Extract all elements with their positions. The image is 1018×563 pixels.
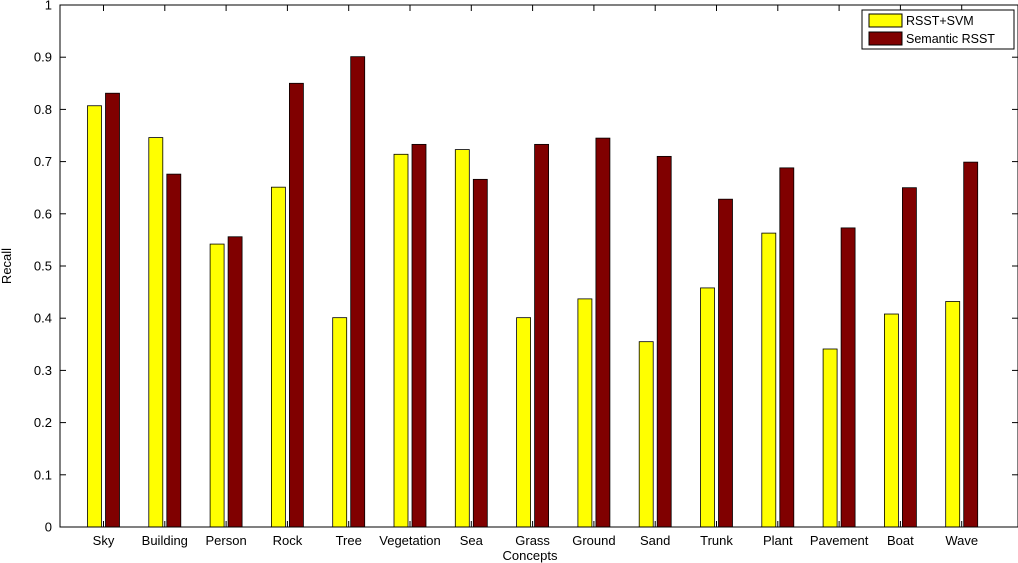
bar-rsst-svm-plant — [761, 232, 777, 528]
y-tick-label-3: 0.3 — [34, 363, 52, 378]
bar-semantic-rsst-person — [227, 236, 243, 528]
bar-semantic-rsst-sky — [105, 92, 120, 528]
y-tick-label-4: 0.4 — [34, 311, 52, 326]
bar-semantic-rsst-ground — [595, 137, 611, 528]
bar-rsst-svm-boat — [884, 313, 899, 528]
bar-rsst-svm-building — [148, 137, 164, 528]
bar-semantic-rsst-trunk — [718, 198, 733, 528]
y-tick-label-7: 0.7 — [34, 154, 52, 169]
bar-semantic-rsst-building — [166, 173, 182, 528]
x-axis-title: Concepts — [503, 548, 558, 563]
legend-swatch-rsst-svm — [868, 13, 903, 28]
bar-semantic-rsst-grass — [534, 143, 549, 528]
bar-semantic-rsst-pavement — [840, 227, 856, 528]
x-tick-label-sky: Sky — [93, 533, 115, 548]
bar-rsst-svm-sky — [87, 105, 102, 528]
legend-label-semantic-rsst: Semantic RSST — [906, 32, 995, 46]
x-tick-label-tree: Tree — [336, 533, 362, 548]
bar-semantic-rsst-sea — [472, 178, 488, 528]
x-tick-label-boat: Boat — [887, 533, 914, 548]
bar-rsst-svm-tree — [332, 317, 348, 528]
bar-rsst-svm-grass — [516, 317, 531, 528]
bar-semantic-rsst-boat — [902, 187, 917, 528]
bar-semantic-rsst-tree — [350, 56, 366, 528]
y-tick-label-2: 0.2 — [34, 415, 52, 430]
bar-rsst-svm-vegetation — [393, 153, 409, 528]
x-tick-label-ground: Ground — [572, 533, 615, 548]
y-tick-label-8: 0.8 — [34, 102, 52, 117]
x-tick-label-vegetation: Vegetation — [379, 533, 440, 548]
y-tick-label-9: 0.9 — [34, 50, 52, 65]
x-tick-label-sea: Sea — [460, 533, 484, 548]
y-axis-title: Recall — [0, 248, 14, 284]
y-tick-labels: 0 0.1 0.2 0.3 0.4 0.5 0.6 0.7 0.8 0.9 1 — [34, 0, 52, 535]
x-tick-label-pavement: Pavement — [810, 533, 869, 548]
bar-semantic-rsst-rock — [288, 82, 304, 528]
bar-rsst-svm-wave — [945, 301, 961, 528]
bar-rsst-svm-sand — [638, 341, 654, 528]
y-tick-label-10: 1 — [45, 0, 52, 13]
x-tick-label-grass: Grass — [515, 533, 550, 548]
x-tick-labels: Sky Building Person Rock Tree Vegetation Sea Gr… — [93, 533, 978, 548]
y-tick-label-6: 0.6 — [34, 206, 52, 221]
x-tick-label-rock: Rock — [273, 533, 303, 548]
bar-semantic-rsst-wave — [963, 161, 979, 528]
bar-rsst-svm-rock — [270, 186, 286, 528]
ticks-layer — [60, 4, 1018, 528]
bar-rsst-svm-trunk — [700, 287, 715, 528]
y-tick-label-5: 0.5 — [34, 259, 52, 274]
legend-label-rsst-svm: RSST+SVM — [906, 14, 974, 28]
x-tick-label-wave: Wave — [945, 533, 978, 548]
x-tick-label-plant: Plant — [763, 533, 793, 548]
bar-semantic-rsst-plant — [779, 167, 795, 528]
x-tick-label-sand: Sand — [640, 533, 670, 548]
y-tick-label-0: 0 — [45, 520, 52, 535]
x-tick-label-person: Person — [205, 533, 246, 548]
bar-rsst-svm-sea — [454, 149, 470, 528]
bar-rsst-svm-ground — [577, 298, 593, 528]
legend-swatch-semantic-rsst — [868, 31, 903, 46]
bar-semantic-rsst-vegetation — [411, 143, 427, 528]
legend: RSST+SVM Semantic RSST — [861, 9, 1015, 50]
bar-rsst-svm-person — [209, 243, 225, 528]
x-tick-label-trunk: Trunk — [700, 533, 733, 548]
x-tick-label-building: Building — [142, 533, 188, 548]
bar-semantic-rsst-sand — [656, 155, 672, 528]
bar-rsst-svm-pavement — [822, 348, 838, 528]
y-tick-label-1: 0.1 — [34, 467, 52, 482]
bars-layer — [87, 56, 979, 528]
